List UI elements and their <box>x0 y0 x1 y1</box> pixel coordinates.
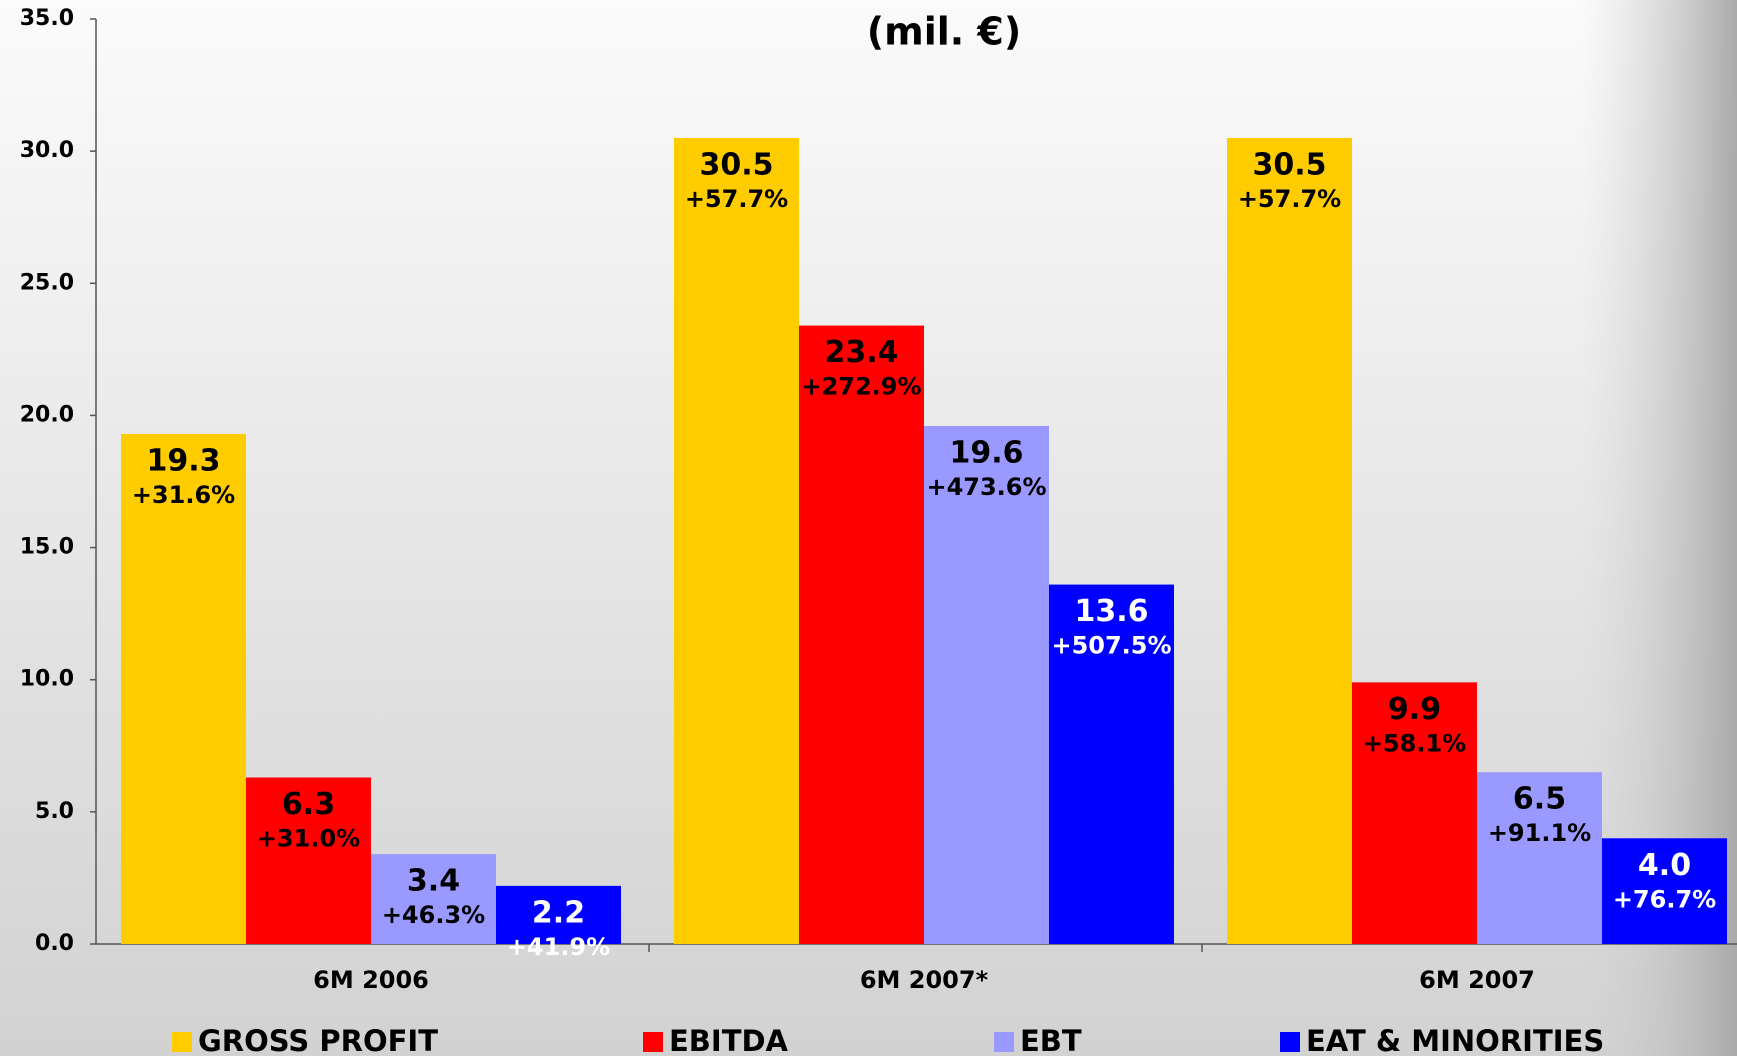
growth-label: +31.0% <box>257 825 360 853</box>
value-label: 6.5 <box>1513 782 1566 817</box>
bar <box>1227 137 1352 944</box>
value-label: 19.6 <box>949 436 1023 471</box>
y-tick-label: 35.0 <box>20 6 74 31</box>
bar <box>246 777 371 944</box>
growth-label: +57.7% <box>1238 185 1341 213</box>
growth-label: +57.7% <box>685 185 788 213</box>
growth-label: +91.1% <box>1488 819 1591 847</box>
value-label: 19.3 <box>146 443 220 478</box>
legend-label: EAT & MINORITIES <box>1306 1024 1604 1056</box>
growth-label: +473.6% <box>926 473 1046 501</box>
x-tick-label: 6M 2007* <box>860 966 989 994</box>
y-tick-label: 10.0 <box>20 667 74 692</box>
y-tick-label: 20.0 <box>20 402 74 427</box>
value-label: 4.0 <box>1638 848 1691 883</box>
growth-label: +58.1% <box>1363 729 1466 757</box>
value-label: 9.9 <box>1388 692 1441 727</box>
legend-swatch <box>172 1032 192 1052</box>
x-tick-label: 6M 2006 <box>313 966 429 994</box>
y-tick-label: 25.0 <box>20 270 74 295</box>
y-tick-label: 0.0 <box>35 931 74 956</box>
bar <box>1477 772 1602 944</box>
bar <box>1602 838 1727 944</box>
value-label: 30.5 <box>699 147 773 182</box>
bar <box>799 325 924 945</box>
bar <box>1049 584 1174 944</box>
bar <box>924 426 1049 944</box>
bar <box>371 854 496 944</box>
y-tick-label: 15.0 <box>20 535 74 560</box>
legend-swatch <box>643 1032 663 1052</box>
bar <box>121 433 246 944</box>
legend-label: EBITDA <box>669 1024 789 1056</box>
legend-label: GROSS PROFIT <box>198 1024 438 1056</box>
growth-label: +272.9% <box>801 373 921 401</box>
chart-title: (mil. €) <box>867 10 1022 54</box>
legend-swatch <box>1280 1032 1300 1052</box>
y-tick-label: 30.0 <box>20 138 74 163</box>
value-label: 6.3 <box>282 787 335 822</box>
growth-label: +31.6% <box>132 481 235 509</box>
growth-label: +76.7% <box>1613 885 1716 913</box>
y-tick-label: 5.0 <box>35 799 74 824</box>
value-label: 2.2 <box>532 895 585 930</box>
bar <box>674 137 799 944</box>
legend-swatch <box>994 1032 1014 1052</box>
value-label: 13.6 <box>1074 594 1148 629</box>
bar <box>496 885 621 944</box>
value-label: 23.4 <box>824 335 898 370</box>
x-tick-label: 6M 2007 <box>1419 966 1535 994</box>
growth-label: +46.3% <box>382 901 485 929</box>
growth-label: +41.9% <box>507 933 610 961</box>
value-label: 3.4 <box>407 864 460 899</box>
bar <box>1352 682 1477 944</box>
legend-label: EBT <box>1020 1024 1082 1056</box>
value-label: 30.5 <box>1252 147 1326 182</box>
growth-label: +507.5% <box>1051 632 1171 660</box>
